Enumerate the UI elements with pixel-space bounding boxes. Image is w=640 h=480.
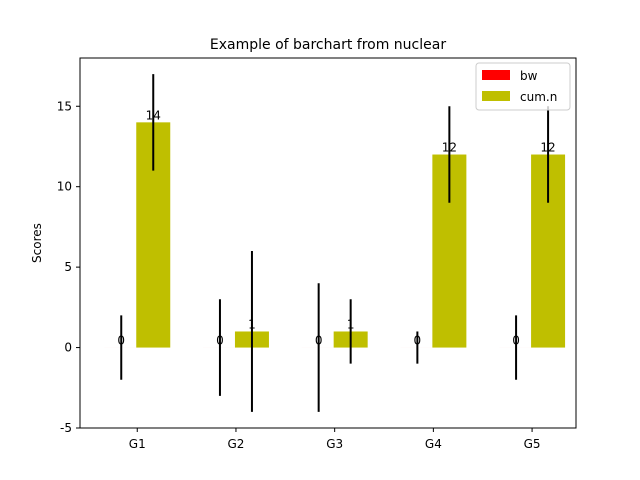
value-label-cum.n-G4: 12: [442, 141, 457, 155]
y-tick-label: -5: [60, 421, 72, 435]
value-label-bw-G5: 0: [512, 334, 520, 348]
x-tick-label: G1: [129, 437, 146, 451]
legend-swatch-bw: [482, 70, 510, 80]
legend: bw cum.n: [475, 62, 571, 111]
x-tick-label: G4: [425, 437, 442, 451]
y-tick-label: 15: [57, 99, 72, 113]
x-tick-label: G5: [524, 437, 541, 451]
y-axis-label: Scores: [30, 223, 44, 263]
y-tick-label: 0: [64, 341, 72, 355]
bars-layer: [104, 122, 566, 348]
x-tick-label: G2: [227, 437, 244, 451]
legend-label-bw: bw: [520, 69, 538, 83]
value-labels-layer: 0 0 0 0 0 14 1 1 12 12: [117, 108, 555, 347]
value-label-cum.n-G1: 14: [146, 108, 161, 122]
x-axis: G1 G2 G3 G4 G5: [129, 428, 541, 451]
value-label-bw-G1: 0: [117, 334, 125, 348]
plot-frame: [79, 57, 577, 429]
y-axis: -5 0 5 10 15: [57, 99, 80, 435]
chart-title: Example of barchart from nuclear: [210, 37, 446, 53]
legend-label-cum.n: cum.n: [520, 90, 557, 104]
y-tick-label: 5: [64, 260, 72, 274]
value-label-cum.n-G2: 1: [248, 317, 256, 331]
value-label-cum.n-G3: 1: [347, 317, 355, 331]
x-tick-label: G3: [326, 437, 343, 451]
value-label-cum.n-G5: 12: [540, 141, 555, 155]
value-label-bw-G2: 0: [216, 334, 224, 348]
errorbars-layer: [120, 74, 550, 412]
value-label-bw-G4: 0: [414, 334, 422, 348]
y-tick-label: 10: [57, 180, 72, 194]
legend-swatch-cum.n: [482, 91, 510, 101]
value-label-bw-G3: 0: [315, 334, 323, 348]
